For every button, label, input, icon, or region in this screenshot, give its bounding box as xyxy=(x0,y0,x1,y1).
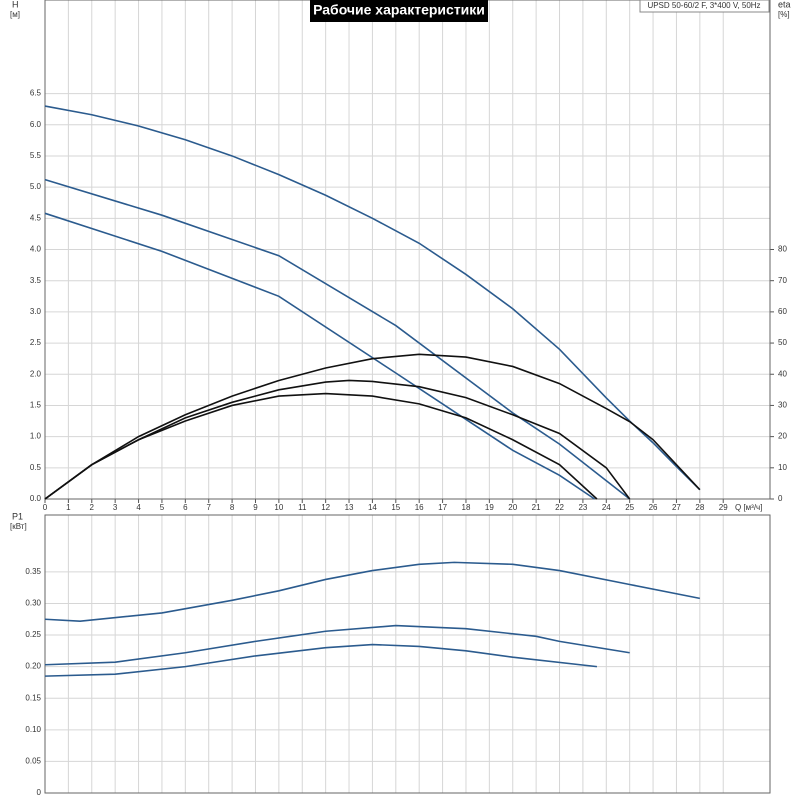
x-tick-label: 0 xyxy=(43,503,48,512)
curve xyxy=(44,643,598,677)
y-tick-label: 3.0 xyxy=(30,307,42,316)
x-tick-label: 7 xyxy=(206,503,211,512)
y-tick-label: 0.05 xyxy=(25,757,41,766)
y-label: H xyxy=(12,0,19,9)
x-tick-label: 16 xyxy=(415,503,424,512)
y-tick-label: 4.0 xyxy=(30,245,42,254)
curve xyxy=(44,212,596,500)
y-tick-label: 0 xyxy=(37,788,42,797)
x-tick-label: 10 xyxy=(274,503,283,512)
y-tick-label: 0.25 xyxy=(25,630,41,639)
y-tick-label: 0.5 xyxy=(30,463,42,472)
y2-tick-label: 40 xyxy=(778,369,787,378)
x-tick-label: 23 xyxy=(578,503,587,512)
y-tick-label: 2.0 xyxy=(30,369,42,378)
x-tick-label: 13 xyxy=(345,503,354,512)
plot-frame xyxy=(44,0,771,500)
x-tick-label: 20 xyxy=(508,503,517,512)
curve xyxy=(44,561,700,622)
y-tick-label: 1.0 xyxy=(30,432,42,441)
y-tick-label: 5.5 xyxy=(30,151,42,160)
y2-tick-label: 70 xyxy=(778,276,787,285)
y-tick-label: 6.5 xyxy=(30,89,42,98)
curve xyxy=(44,353,701,500)
x-tick-label: 19 xyxy=(485,503,494,512)
curve xyxy=(44,392,598,500)
y-tick-label: 0.10 xyxy=(25,725,41,734)
x-tick-label: 14 xyxy=(368,503,377,512)
x-tick-label: 4 xyxy=(136,503,141,512)
x-tick-label: 15 xyxy=(391,503,400,512)
x-tick-label: 8 xyxy=(230,503,235,512)
x-tick-label: 12 xyxy=(321,503,330,512)
y-tick-label: 2.5 xyxy=(30,338,42,347)
x-tick-label: 5 xyxy=(160,503,165,512)
chart-title: Рабочие характеристики xyxy=(313,2,485,18)
model-label: UPSD 50-60/2 F, 3*400 V, 50Hz xyxy=(647,1,760,10)
x-tick-label: 2 xyxy=(90,503,95,512)
y-tick-label: 0.30 xyxy=(25,599,41,608)
title-box xyxy=(310,0,488,22)
y-tick-label: 0.20 xyxy=(25,662,41,671)
y-tick-label: 3.5 xyxy=(30,276,42,285)
curve xyxy=(44,178,631,500)
y-tick-label: 0.35 xyxy=(25,567,41,576)
x-tick-label: 27 xyxy=(672,503,681,512)
x-tick-label: 18 xyxy=(462,503,471,512)
plot-frame xyxy=(44,514,771,794)
y-tick-label: 4.5 xyxy=(30,213,42,222)
x-tick-label: 24 xyxy=(602,503,611,512)
x-tick-label: 6 xyxy=(183,503,188,512)
y-tick-label: 0.0 xyxy=(30,494,42,503)
y2-unit: [%] xyxy=(778,10,790,19)
y-tick-label: 1.5 xyxy=(30,401,42,410)
x-tick-label: 17 xyxy=(438,503,447,512)
y-unit: [кВт] xyxy=(10,522,27,531)
x-tick-label: 1 xyxy=(66,503,71,512)
y2-tick-label: 20 xyxy=(778,432,787,441)
x-tick-label: 26 xyxy=(649,503,658,512)
x-tick-label: 21 xyxy=(532,503,541,512)
y2-label: eta xyxy=(778,0,791,9)
y2-tick-label: 80 xyxy=(778,245,787,254)
x-tick-label: 28 xyxy=(695,503,704,512)
x-tick-label: 3 xyxy=(113,503,118,512)
y-tick-label: 5.0 xyxy=(30,182,42,191)
x-tick-label: 25 xyxy=(625,503,634,512)
x-label: Q [м³/ч] xyxy=(735,503,762,512)
y-tick-label: 6.0 xyxy=(30,120,42,129)
y-tick-label: 0.15 xyxy=(25,693,41,702)
y-unit: [м] xyxy=(10,10,20,19)
x-tick-label: 11 xyxy=(298,503,307,512)
y2-tick-label: 50 xyxy=(778,338,787,347)
y2-tick-label: 0 xyxy=(778,494,783,503)
model-box xyxy=(639,0,770,13)
y-label: P1 xyxy=(12,511,23,521)
x-tick-label: 29 xyxy=(719,503,728,512)
y2-tick-label: 30 xyxy=(778,401,787,410)
x-tick-label: 22 xyxy=(555,503,564,512)
y2-tick-label: 60 xyxy=(778,307,787,316)
curve xyxy=(44,379,631,500)
curve xyxy=(44,624,630,666)
x-tick-label: 9 xyxy=(253,503,258,512)
y2-tick-label: 10 xyxy=(778,463,787,472)
